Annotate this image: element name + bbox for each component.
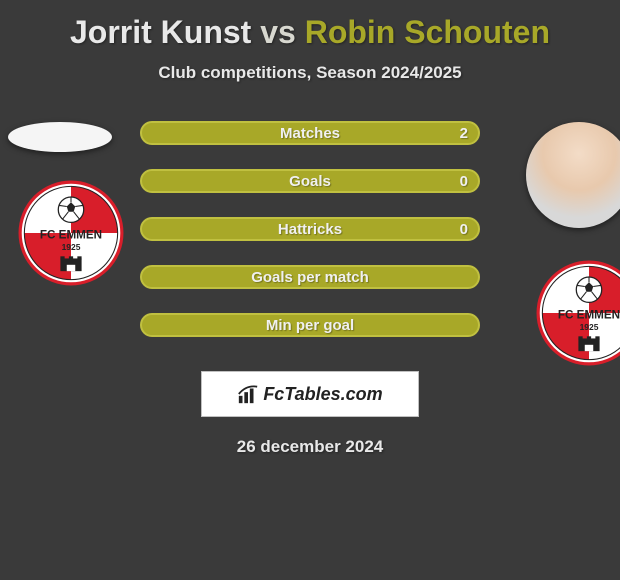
stat-row-matches: Matches 2 xyxy=(140,121,480,145)
player1-club-badge xyxy=(18,180,124,286)
stat-row-gpm: Goals per match xyxy=(140,265,480,289)
brand-text: FcTables.com xyxy=(263,384,382,405)
date-label: 26 december 2024 xyxy=(237,437,384,457)
player1-name: Jorrit Kunst xyxy=(70,14,251,50)
stats-list: Matches 2 Goals 0 Hattricks 0 Goals per … xyxy=(140,121,480,337)
stat-right: 0 xyxy=(460,221,468,238)
brand-box: FcTables.com xyxy=(201,371,419,417)
emmen-badge-icon xyxy=(536,260,620,366)
stat-row-hattricks: Hattricks 0 xyxy=(140,217,480,241)
subtitle: Club competitions, Season 2024/2025 xyxy=(158,63,461,83)
vs-label: vs xyxy=(260,14,296,50)
stat-label: Hattricks xyxy=(278,221,342,238)
stat-row-mpg: Min per goal xyxy=(140,313,480,337)
bars-icon xyxy=(237,383,259,405)
page-title: Jorrit Kunst vs Robin Schouten xyxy=(70,14,550,51)
stat-right: 0 xyxy=(460,173,468,190)
stat-right: 2 xyxy=(460,125,468,142)
stat-label: Goals xyxy=(289,173,331,190)
stat-row-goals: Goals 0 xyxy=(140,169,480,193)
stat-label: Matches xyxy=(280,125,340,142)
player2-name: Robin Schouten xyxy=(305,14,550,50)
emmen-badge-icon xyxy=(18,180,124,286)
player1-avatar xyxy=(8,122,112,152)
stat-label: Min per goal xyxy=(266,317,354,334)
player2-club-badge xyxy=(536,260,620,366)
stat-label: Goals per match xyxy=(251,269,369,286)
